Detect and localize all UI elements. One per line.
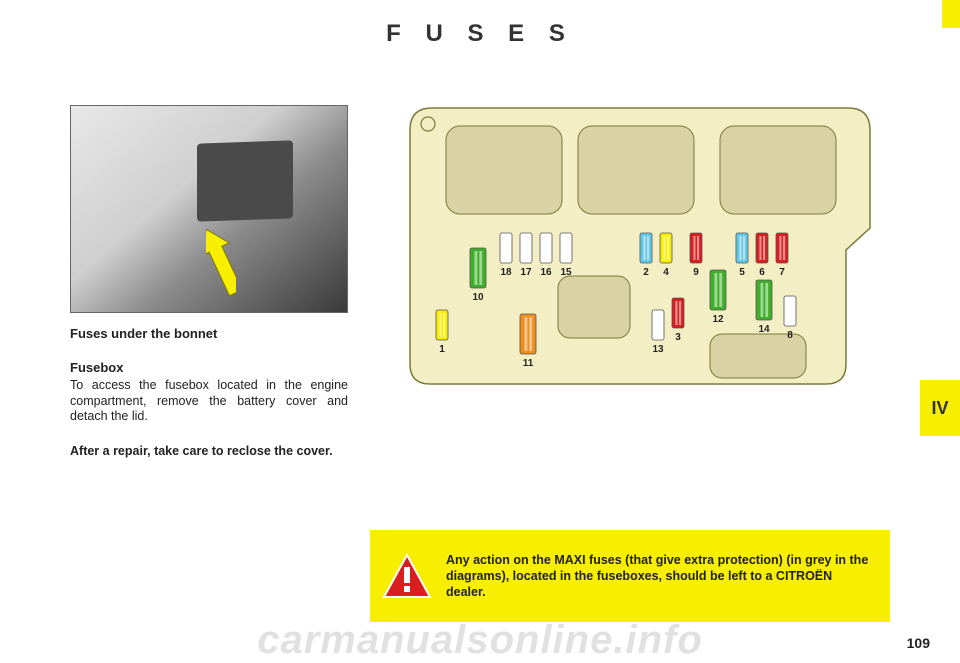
page-title: F U S E S <box>0 20 960 48</box>
fuse-label-10: 10 <box>472 292 484 303</box>
fuse-label-2: 2 <box>643 267 649 278</box>
yellow-arrow-icon <box>206 226 236 296</box>
fuse-label-8: 8 <box>787 330 793 341</box>
fuse-label-18: 18 <box>500 267 512 278</box>
warning-box: Any action on the MAXI fuses (that give … <box>370 530 890 622</box>
fuse-label-7: 7 <box>779 267 785 278</box>
fuse-label-15: 15 <box>560 267 572 278</box>
warning-triangle-icon <box>382 553 432 599</box>
chapter-tab: IV <box>920 380 960 436</box>
watermark: carmanualsonline.info <box>0 618 960 663</box>
fuse-label-6: 6 <box>759 267 765 278</box>
photo-caption: Fuses under the bonnet <box>70 326 348 342</box>
fuse-label-13: 13 <box>652 344 664 355</box>
page-number: 109 <box>907 635 930 651</box>
section-bold-para: After a repair, take care to reclose the… <box>70 444 348 460</box>
bonnet-photo <box>70 105 348 313</box>
fuse-label-3: 3 <box>675 332 681 343</box>
section-para: To access the fusebox located in the eng… <box>70 378 348 425</box>
fuse-label-11: 11 <box>523 358 534 369</box>
fusebox-lid-shape <box>197 140 293 221</box>
fusebox-diagram: 1 10 18 17 16 15 11 2 4 9 5 6 7 13 3 12 14 8 <box>400 100 880 392</box>
fuse-label-12: 12 <box>712 314 724 325</box>
fuse-label-5: 5 <box>739 267 745 278</box>
chapter-label: IV <box>931 398 948 419</box>
fuse-label-4: 4 <box>663 267 669 278</box>
warning-text: Any action on the MAXI fuses (that give … <box>446 552 874 601</box>
fuse-label-1: 1 <box>439 344 445 355</box>
fuse-label-9: 9 <box>693 267 699 278</box>
fuse-label-16: 16 <box>540 267 552 278</box>
fuse-label-14: 14 <box>758 324 770 335</box>
section-subhead: Fusebox <box>70 360 348 376</box>
fuse-label-17: 17 <box>520 267 532 278</box>
